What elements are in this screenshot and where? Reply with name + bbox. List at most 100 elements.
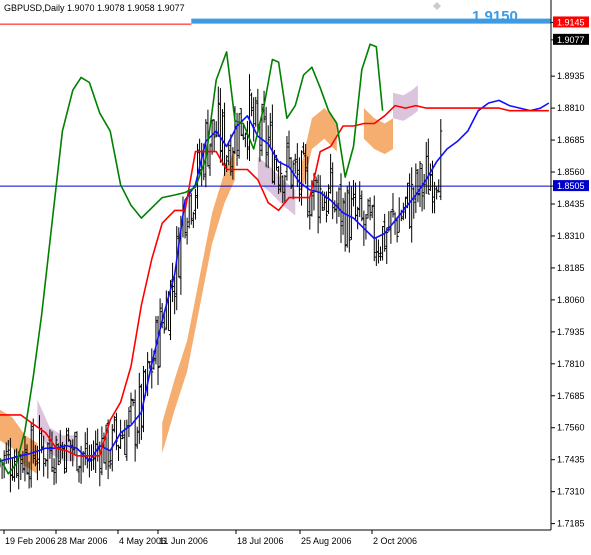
price-bar (428, 163, 432, 191)
price-bar (27, 461, 31, 489)
price-bar (285, 136, 289, 181)
price-bar (218, 88, 222, 163)
price-bar (75, 431, 79, 472)
tenkan-line (0, 99, 550, 462)
price-bar (329, 153, 333, 194)
price-bar (237, 113, 241, 159)
y-tick-label: 1.8435 (557, 199, 585, 209)
price-bar (420, 163, 424, 212)
price-marker-label: 1.9145 (557, 17, 585, 27)
price-bar (52, 458, 56, 485)
price-bar (270, 104, 274, 184)
price-bar (154, 316, 158, 365)
price-bar (418, 161, 422, 208)
price-bar (293, 153, 297, 174)
price-marker-box (553, 33, 589, 45)
y-tick-label: 1.8560 (557, 167, 585, 177)
price-bar (351, 180, 355, 207)
price-bar (439, 119, 443, 201)
price-bar (426, 138, 430, 195)
price-bar (268, 112, 272, 148)
price-bar (416, 169, 420, 203)
price-bar (177, 227, 181, 278)
x-tick-label: 28 Mar 2006 (57, 536, 108, 546)
cloud-segment-bullish (301, 108, 337, 195)
price-bar (220, 109, 224, 166)
price-bar (135, 426, 139, 449)
indicator-lines-layer (0, 43, 550, 475)
price-bar (339, 173, 343, 244)
price-bar (302, 142, 306, 155)
y-tick-label: 1.7435 (557, 455, 585, 465)
price-bar (162, 312, 166, 334)
price-bar (131, 398, 135, 407)
horizontal-lines-layer (0, 18, 551, 187)
price-bar (62, 444, 66, 474)
price-bar (412, 187, 416, 219)
price-bar (306, 156, 310, 218)
cloud-segment-bearish (393, 85, 418, 121)
price-bar (297, 157, 301, 202)
price-bar (279, 161, 283, 193)
price-bar (360, 190, 364, 222)
y-tick-label: 1.7935 (557, 327, 585, 337)
y-tick-label: 1.7310 (557, 487, 585, 497)
price-bar (8, 437, 12, 493)
price-bar (370, 204, 374, 219)
price-bar (23, 435, 27, 482)
price-bar (71, 439, 75, 467)
y-tick-label: 1.8935 (557, 71, 585, 81)
price-bar (44, 458, 48, 467)
y-tick-label: 1.8060 (557, 295, 585, 305)
price-bar (83, 432, 87, 466)
price-bar (368, 197, 372, 221)
price-bar (291, 160, 295, 200)
price-bar (379, 246, 383, 261)
price-bar (173, 276, 177, 315)
price-bar (343, 192, 347, 252)
price-marker-red: 1.9145 (553, 16, 589, 28)
price-bar (129, 392, 133, 424)
price-bar (208, 143, 212, 176)
price-bar (243, 132, 247, 148)
price-bar (381, 225, 385, 261)
cloud-segment-bullish (0, 409, 38, 474)
price-bar (435, 186, 439, 200)
price-bar (248, 74, 252, 161)
cloud-segment-bullish (162, 149, 235, 454)
price-bar (277, 165, 281, 194)
price-bar (341, 197, 345, 235)
price-bar (127, 407, 131, 438)
price-bar (137, 372, 141, 444)
price-marker-horizontal: 1.8505 (553, 180, 589, 192)
price-bar (433, 181, 437, 214)
price-bar (266, 125, 270, 169)
price-bars-layer (0, 74, 443, 493)
price-bar (337, 187, 341, 218)
price-bar (193, 189, 197, 220)
price-bar (158, 298, 162, 368)
price-marker-label: 1.8505 (557, 181, 585, 191)
price-bar (54, 435, 58, 484)
x-tick-label: 18 Jul 2006 (237, 536, 284, 546)
price-marker-box (553, 16, 589, 28)
price-bar (227, 141, 231, 166)
price-bar (77, 465, 81, 483)
price-bar (25, 444, 29, 475)
y-tick-label: 1.7560 (557, 423, 585, 433)
price-bar (210, 119, 214, 155)
price-bar (331, 162, 335, 220)
price-bar (191, 211, 195, 228)
price-bar (29, 422, 33, 488)
price-bar (254, 96, 258, 127)
x-tick-label: 11 Jun 2006 (159, 536, 208, 546)
price-bar (414, 163, 418, 214)
price-bar (304, 143, 308, 185)
price-markers-layer: 1.9145 1.9077 1.8505 (553, 16, 589, 192)
price-bar (214, 121, 218, 138)
y-tick-label: 1.8810 (557, 103, 585, 113)
price-bar (185, 217, 189, 245)
